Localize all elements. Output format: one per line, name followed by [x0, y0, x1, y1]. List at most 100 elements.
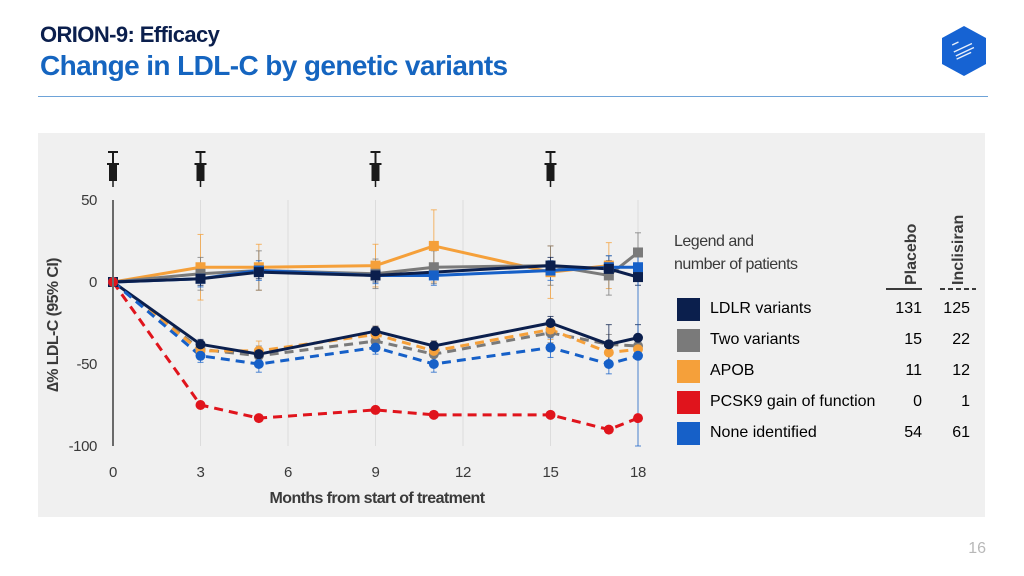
y-tick-label: -50: [77, 356, 98, 373]
y-axis-title: ∆% LDL-C (95% CI): [45, 258, 62, 392]
legend-placebo-count: 11: [905, 362, 922, 379]
brand-logo-icon: [942, 26, 986, 76]
inclisiran-underline: [940, 288, 976, 290]
data-point: [370, 404, 381, 415]
series-line: [112, 280, 639, 355]
legend-row: Two variants 15 22: [672, 329, 984, 357]
legend-label: APOB: [710, 362, 755, 379]
legend-swatch: [677, 329, 700, 352]
data-point: [195, 262, 206, 273]
data-point: [428, 262, 439, 273]
legend-label: LDLR variants: [710, 300, 812, 317]
header-divider: [38, 96, 988, 97]
data-point: [253, 349, 264, 360]
x-tick-label: 0: [109, 464, 117, 481]
legend-row: None identified 54 61: [672, 422, 984, 450]
data-point: [545, 342, 556, 353]
data-point: [545, 409, 556, 420]
data-point: [633, 272, 643, 283]
syringe-icon: [544, 151, 557, 187]
series-markers: [108, 240, 643, 435]
data-point: [603, 263, 614, 274]
legend-row: LDLR variants 131 125: [672, 298, 984, 326]
legend-inclisiran-count: 12: [952, 362, 970, 379]
chart-panel: [38, 133, 985, 517]
data-point: [195, 273, 206, 284]
legend-row: PCSK9 gain of function 0 1: [672, 391, 984, 419]
data-point: [633, 262, 643, 273]
data-point: [633, 413, 643, 424]
syringe-icon: [369, 151, 382, 187]
data-point: [428, 409, 439, 420]
y-tick-label: -100: [69, 438, 97, 455]
series-line: [112, 280, 639, 366]
x-tick-label: 9: [372, 464, 380, 481]
page-number: 16: [968, 540, 986, 557]
data-point: [370, 342, 381, 353]
legend-header-placebo: Placebo: [903, 223, 920, 285]
x-tick-label: 18: [630, 464, 646, 481]
x-tick-label: 6: [284, 464, 292, 481]
data-point: [428, 240, 439, 251]
data-point: [633, 247, 643, 258]
data-point: [428, 270, 439, 281]
legend-inclisiran-count: 22: [952, 331, 970, 348]
syringe-barrel: [196, 163, 205, 181]
x-tick-label: 12: [455, 464, 471, 481]
slide-title: Change in LDL-C by genetic variants: [40, 50, 508, 81]
y-tick-label: 50: [81, 192, 97, 209]
legend-placebo-count: 131: [895, 300, 922, 317]
data-point: [253, 267, 264, 278]
data-point: [370, 326, 381, 337]
x-tick-label: 15: [543, 464, 559, 481]
legend-inclisiran-count: 125: [943, 300, 970, 317]
syringe-barrel: [371, 163, 380, 181]
data-point: [603, 347, 614, 358]
data-point: [253, 359, 264, 369]
error-bars: [197, 209, 641, 447]
legend-swatch: [677, 298, 700, 321]
series-line: [112, 280, 639, 356]
data-point: [253, 413, 264, 424]
legend-placebo-count: 15: [904, 331, 922, 348]
legend-header-inclisiran: Inclisiran: [950, 214, 967, 285]
syringe-icon: [107, 151, 119, 187]
data-point: [603, 359, 614, 369]
legend-label: PCSK9 gain of function: [710, 393, 876, 410]
data-point: [545, 260, 556, 271]
slide-header: ORION-9: Efficacy Change in LDL-C by gen…: [40, 22, 508, 82]
legend-placebo-count: 0: [913, 393, 922, 410]
x-axis-title: Months from start of treatment: [270, 490, 486, 507]
legend-placebo-count: 54: [904, 424, 922, 441]
chart-axes: 0 3 6 9 12 15 18 50 0 -50 -100: [69, 192, 647, 481]
series-line: [112, 251, 639, 284]
legend-label: None identified: [710, 424, 817, 441]
legend-swatch: [677, 391, 700, 414]
slide-subtitle: ORION-9: Efficacy: [40, 22, 220, 47]
data-point: [428, 340, 439, 351]
legend-swatch: [677, 422, 700, 445]
data-point: [603, 339, 614, 350]
x-tick-label: 3: [197, 464, 205, 481]
legend-inclisiran-count: 61: [952, 424, 970, 441]
placebo-underline: [886, 288, 922, 290]
legend-label: Two variants: [710, 331, 800, 348]
legend-title-line2: number of patients: [674, 256, 798, 273]
data-point: [195, 339, 206, 350]
data-point: [603, 424, 614, 435]
injection-markers: [107, 151, 557, 187]
data-point: [195, 400, 206, 410]
data-point: [545, 318, 556, 328]
chart-grid: [200, 200, 639, 446]
legend-row: APOB 11 12: [672, 360, 984, 388]
series-line: [112, 244, 610, 284]
data-point: [195, 350, 206, 361]
data-point: [633, 350, 643, 361]
data-point: [370, 260, 381, 271]
syringe-barrel: [109, 163, 117, 181]
legend-title-line1: Legend and: [674, 233, 754, 250]
data-point: [370, 270, 381, 281]
data-point: [603, 270, 614, 281]
legend-swatch: [677, 360, 700, 383]
